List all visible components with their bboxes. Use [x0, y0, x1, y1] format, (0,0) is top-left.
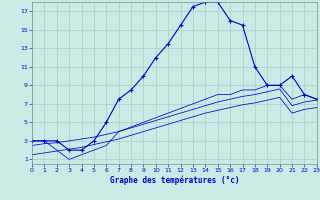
X-axis label: Graphe des températures (°c): Graphe des températures (°c) — [110, 175, 239, 185]
